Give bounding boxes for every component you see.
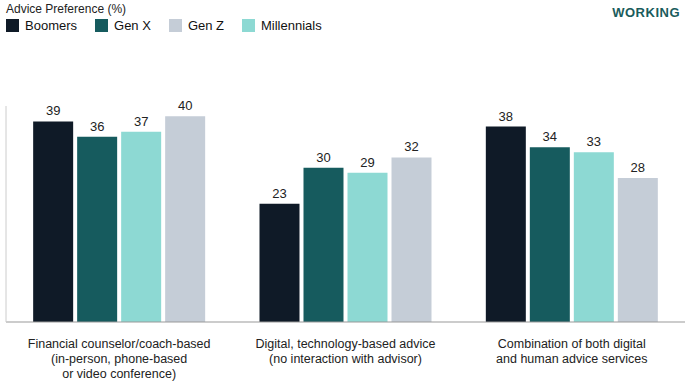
svg-text:34: 34 <box>543 129 557 144</box>
svg-text:23: 23 <box>272 186 286 201</box>
svg-text:Digital, technology-based advi: Digital, technology-based advice(no inte… <box>256 337 436 366</box>
svg-text:30: 30 <box>316 150 330 165</box>
html-text:WORKING: WORKING <box>612 5 680 20</box>
html-text:Gen Z: Gen Z <box>187 18 224 33</box>
svg-text:37: 37 <box>134 114 148 129</box>
html-text:Advice Preference (%): Advice Preference (%) <box>6 2 126 16</box>
svg-text:33: 33 <box>587 134 601 149</box>
svg-text:Combination of both digitaland: Combination of both digitaland human adv… <box>496 337 647 366</box>
svg-text:28: 28 <box>631 160 645 175</box>
svg-text:32: 32 <box>404 139 418 154</box>
html-text:Millennials: Millennials <box>261 18 322 33</box>
svg-text:38: 38 <box>499 109 513 124</box>
svg-text:29: 29 <box>360 155 374 170</box>
svg-text:39: 39 <box>46 103 60 118</box>
svg-text:Financial counselor/coach-base: Financial counselor/coach-based(in-perso… <box>28 337 211 381</box>
svg-text:36: 36 <box>90 119 104 134</box>
svg-text:40: 40 <box>178 98 192 113</box>
html-text:Boomers: Boomers <box>25 18 77 33</box>
html-text:Gen X: Gen X <box>114 18 151 33</box>
